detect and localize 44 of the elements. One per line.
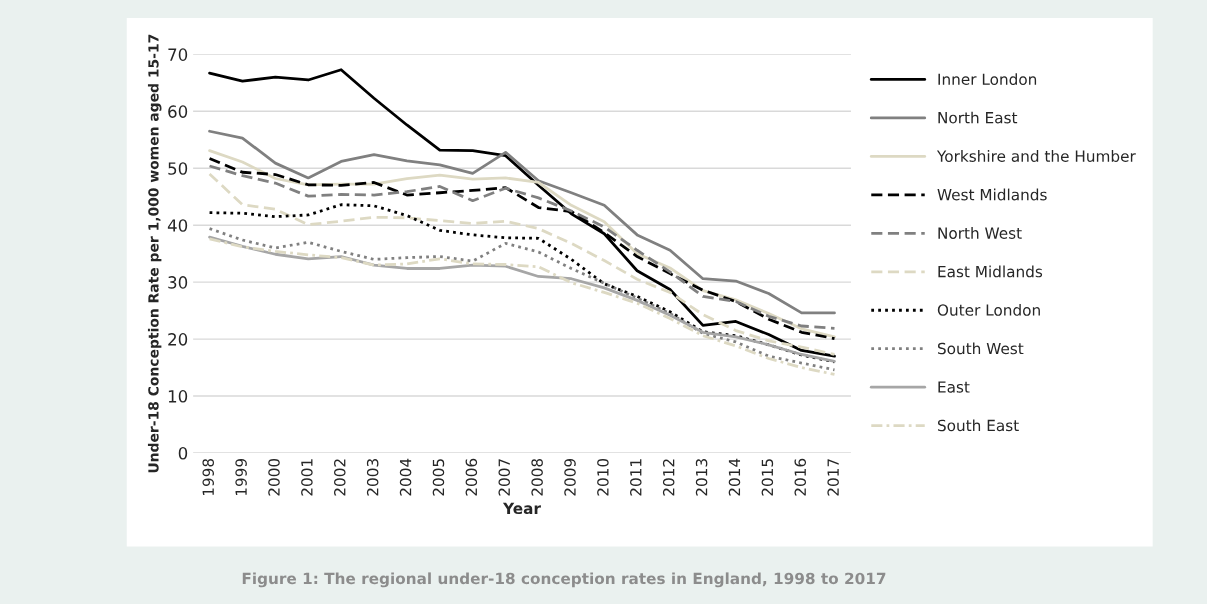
x-tick-label: 1999 [235,458,247,496]
line-series [208,68,836,358]
x-tick-label: 2006 [465,458,478,496]
x-tick-label: 2001 [301,459,313,496]
x-tick-label: 2005 [432,459,445,496]
legend-label: South East [937,419,1019,432]
legend-label: South West [937,342,1024,355]
x-tick-label: 2003 [366,459,379,496]
y-tick-label: 0 [178,446,188,460]
caption: Figure 1: The regional under-18 conception rates in England, 1998 to 2017 [242,572,886,588]
y-tick-label: 40 [167,219,188,232]
line-series [208,172,836,356]
y-tick-label: 70 [168,48,188,61]
y-tick-label: 10 [168,390,188,403]
x-tick-label: 2000 [268,458,280,496]
line-series [208,129,836,315]
x-tick-label: 2009 [564,458,576,496]
x-axis-title: Year [502,502,541,515]
legend-label: East [938,381,970,393]
x-tick-label: 2010 [597,458,609,496]
x-tick-label: 2014 [728,458,741,496]
legend-label: Inner London [938,73,1037,86]
legend-label: East Midlands [938,265,1043,278]
x-tick-label: 2013 [695,459,708,496]
legend-label: Yorkshire and the Humber [936,150,1136,162]
x-tick-label: 1998 [202,458,214,496]
y-tick-label: 20 [168,333,188,346]
x-tick-label: 2008 [531,458,543,496]
x-tick-label: 2012 [662,459,675,496]
y-tick-label: 30 [168,276,188,289]
legend-label: North East [938,111,1018,124]
legend-label: North West [938,227,1022,239]
x-tick-label: 2011 [630,459,642,496]
legend-label: Outer London [937,303,1040,316]
x-tick-label: 2004 [399,458,412,496]
x-tick-label: 2007 [498,459,511,496]
y-tick-label: 60 [168,105,188,118]
y-axis-title: Under-18 Conception Rate per 1,000 women aged 15-17 [147,34,162,473]
x-tick-label: 2002 [334,459,346,496]
x-tick-label: 2015 [761,459,774,496]
x-tick-label: 2016 [794,458,807,496]
y-tick-label: 50 [168,162,188,175]
legend-label: West Midlands [937,188,1047,201]
x-tick-label: 2017 [827,459,839,496]
